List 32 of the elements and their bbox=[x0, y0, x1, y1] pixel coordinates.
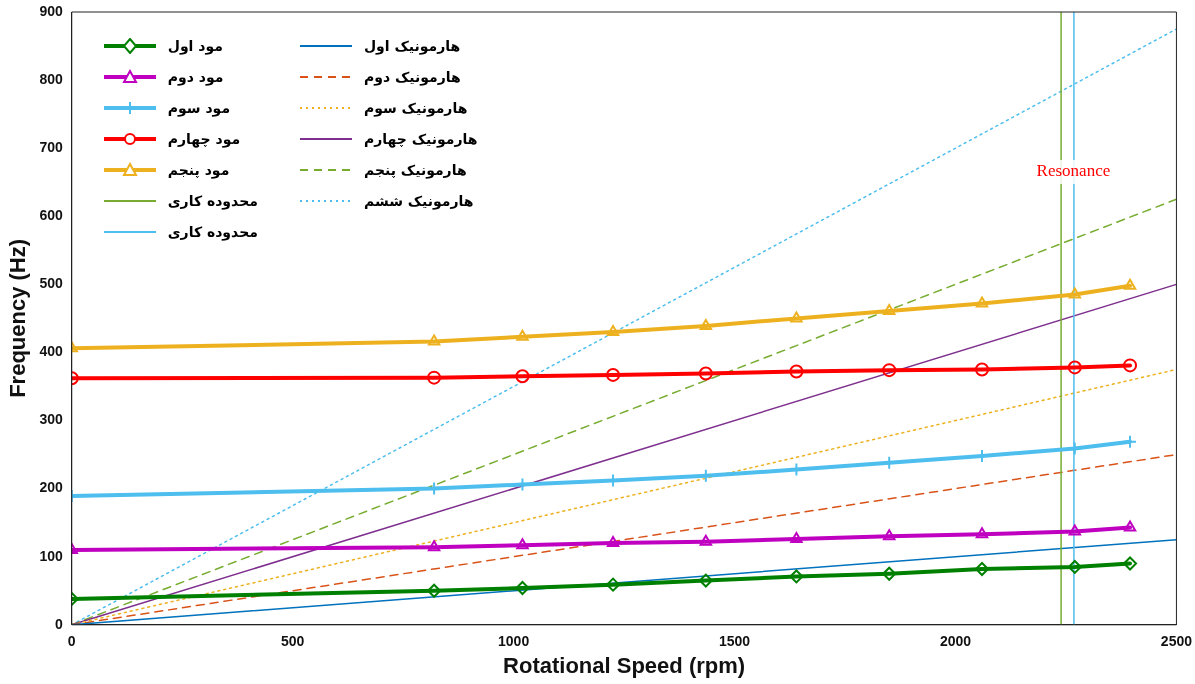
annotation: Resonance bbox=[1036, 161, 1111, 181]
legend-label: هارمونیک پنجم bbox=[363, 161, 467, 178]
legend-label: محدوده کاری bbox=[167, 192, 258, 209]
y-tick-label: 600 bbox=[39, 207, 63, 224]
y-tick-label: 100 bbox=[39, 547, 63, 564]
y-tick-label: 800 bbox=[39, 70, 63, 87]
legend-label: هارمونیک دوم bbox=[363, 68, 461, 85]
x-tick-label: 2500 bbox=[1160, 633, 1193, 650]
y-tick-label: 700 bbox=[39, 139, 63, 156]
legend-label: هارمونیک سوم bbox=[363, 99, 468, 116]
y-tick-label: 200 bbox=[39, 479, 63, 496]
x-tick-label: 500 bbox=[281, 633, 305, 650]
legend-label: هارمونیک ششم bbox=[363, 192, 474, 209]
y-axis-title: Frequency (Hz) bbox=[5, 238, 31, 398]
legend-label: هارمونیک اول bbox=[363, 37, 461, 54]
y-tick-label: 300 bbox=[39, 411, 63, 428]
y-tick-label: 0 bbox=[54, 615, 63, 632]
legend-label: محدوده کاری bbox=[167, 223, 258, 240]
y-tick-label: 500 bbox=[39, 275, 63, 292]
x-axis-title: Rotational Speed (rpm) bbox=[503, 652, 746, 678]
legend-label: مود چهارم bbox=[167, 130, 241, 147]
legend-label: هارمونیک چهارم bbox=[363, 130, 478, 147]
x-tick-label: 2000 bbox=[939, 633, 972, 650]
legend-label: مود اول bbox=[167, 37, 223, 54]
y-tick-label: 900 bbox=[39, 2, 63, 19]
x-tick-label: 1500 bbox=[718, 633, 751, 650]
x-tick-label: 1000 bbox=[498, 633, 530, 650]
legend-label: مود پنجم bbox=[167, 161, 230, 178]
legend-label: مود دوم bbox=[167, 68, 224, 85]
x-tick-label: 0 bbox=[67, 633, 76, 650]
y-tick-label: 400 bbox=[39, 343, 63, 360]
legend-label: مود سوم bbox=[167, 99, 231, 116]
